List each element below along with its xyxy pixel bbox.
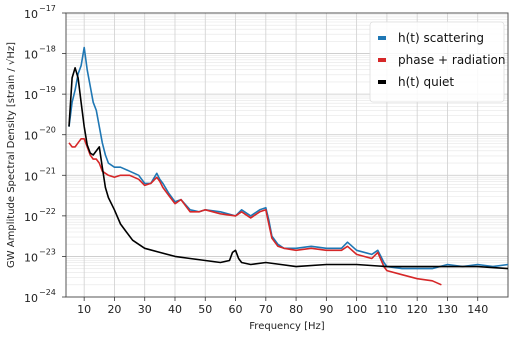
x-tick-label: 20 [107, 303, 121, 316]
y-tick-exponent: −23 [39, 247, 56, 256]
x-tick-label: 70 [259, 303, 273, 316]
x-axis-label: Frequency [Hz] [249, 321, 325, 332]
y-axis-label: GW Amplitude Spectral Density [strain / … [6, 42, 17, 268]
x-tick-label: 90 [319, 303, 333, 316]
x-tick-label: 40 [168, 303, 182, 316]
legend-label-0: h(t) scattering [398, 31, 484, 45]
x-tick-label: 100 [346, 303, 367, 316]
y-tick-exponent: −21 [39, 166, 56, 175]
y-tick-exponent: −17 [39, 4, 56, 13]
y-tick-label: 10 [24, 211, 38, 224]
y-tick-exponent: −22 [39, 207, 56, 216]
y-tick-label: 10 [24, 89, 38, 102]
x-tick-label: 50 [198, 303, 212, 316]
legend: h(t) scattering phase + radiation h(t) qui… [369, 21, 505, 103]
series-lines [68, 46, 509, 286]
legend-box [369, 21, 505, 103]
plot-area [65, 12, 509, 298]
y-tick-label: 10 [24, 170, 38, 183]
x-tick-label: 80 [289, 303, 303, 316]
x-tick-label: 130 [437, 303, 458, 316]
y-tick-exponent: −24 [39, 288, 56, 297]
x-tick-label: 60 [229, 303, 243, 316]
y-tick-label: 10 [24, 292, 38, 305]
y-tick-exponent: −19 [39, 85, 56, 94]
legend-label-2: h(t) quiet [398, 75, 454, 89]
y-tick-exponent: −18 [39, 45, 56, 54]
series-line-1 [68, 138, 442, 286]
y-tick-label: 10 [24, 8, 38, 21]
x-tick-label: 10 [77, 303, 91, 316]
x-tick-label: 110 [376, 303, 397, 316]
x-tick-label: 140 [467, 303, 488, 316]
y-tick-label: 10 [24, 251, 38, 264]
y-tick-label: 10 [24, 49, 38, 62]
y-tick-exponent: −20 [39, 126, 56, 135]
x-tick-label: 30 [138, 303, 152, 316]
x-tick-label: 120 [407, 303, 428, 316]
series-line-2 [68, 67, 509, 270]
legend-label-1: phase + radiation [398, 53, 505, 67]
y-tick-label: 10 [24, 130, 38, 143]
